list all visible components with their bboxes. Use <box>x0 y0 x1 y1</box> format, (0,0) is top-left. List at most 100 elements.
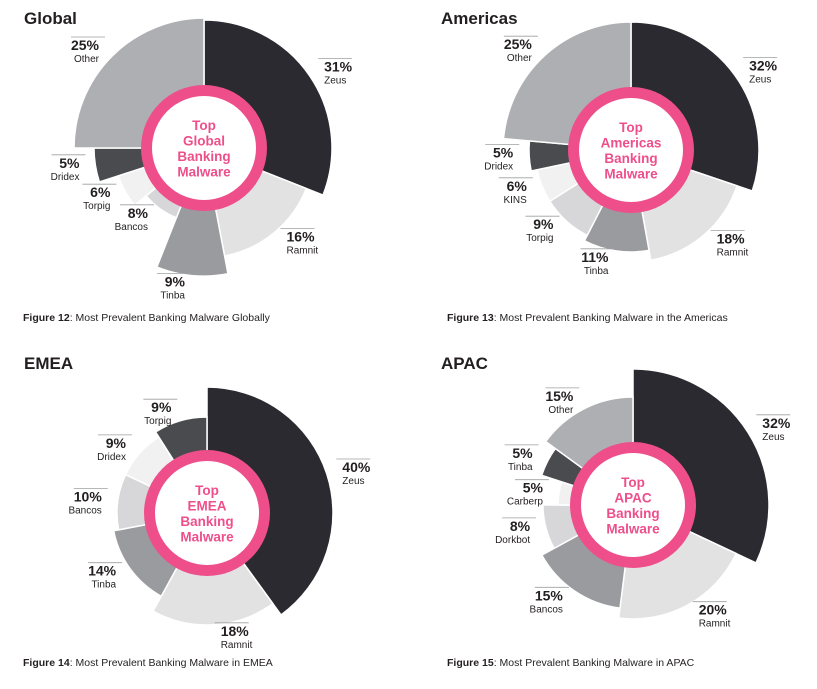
slice-name-label: Dridex <box>51 172 80 183</box>
slice-percent-label: 8% <box>128 205 149 221</box>
pie-chart-apac: APAC32%Zeus20%Ramnit15%Bancos8%Dorkbot5%… <box>441 354 791 630</box>
center-label-line: Banking <box>180 514 233 529</box>
pie-chart-emea: EMEA40%Zeus18%Ramnit14%Tinba10%Bancos9%D… <box>24 354 371 651</box>
slice-percent-label: 10% <box>74 489 103 505</box>
labels-group: 32%Zeus 18%Ramnit 11%Tinba 9%Torpig 6%KINS 5%… <box>484 35 778 277</box>
slice-name-label: Dridex <box>97 452 126 463</box>
slice-percent-label: 18% <box>717 230 746 246</box>
center-label-line: EMEA <box>187 498 226 513</box>
slice-name-label: Ramnit <box>699 619 731 630</box>
center-label-line: Malware <box>606 521 660 536</box>
labels-group: 40%Zeus18%Ramnit14%Tinba10%Bancos9%Dride… <box>68 398 371 651</box>
slice-name-label: Bancos <box>115 222 148 233</box>
slice-name-label: Bancos <box>68 506 101 517</box>
slice-name-label: Other <box>548 405 574 416</box>
slice-name-label: Ramnit <box>221 640 253 651</box>
chart-panel-americas: Americas 32% Zeus 18% Ramnit 11% Tinba 9% Torpig… <box>417 0 817 340</box>
figure-label: Figure 15 <box>447 657 494 669</box>
figure-label: Figure 14 <box>23 657 70 669</box>
center-label-line: Top <box>621 475 645 490</box>
center-label-line: APAC <box>614 490 652 505</box>
center-label-line: Banking <box>604 151 657 166</box>
slice-name-label: Ramnit <box>717 247 749 258</box>
slice-percent-label: 8% <box>510 518 531 534</box>
slice-percent-label: 18% <box>221 623 250 639</box>
center-label-line: Malware <box>604 166 658 181</box>
region-title: Americas <box>441 9 518 28</box>
slice-percent-label: 25% <box>504 36 533 52</box>
slice-name-label: Torpig <box>144 416 171 427</box>
slice-percent-label: 40% <box>342 459 371 475</box>
slice-name-label: Tinba <box>160 290 185 301</box>
labels-group: 31%Zeus 16%Ramnit 9%Tinba 8%Bancos 6%Torpig 5… <box>51 36 353 301</box>
slice-name-label: KINS <box>503 195 527 206</box>
center-label-line: Top <box>619 120 643 135</box>
slice-percent-label: 16% <box>287 229 316 245</box>
region-title: Global <box>24 9 77 28</box>
slice-percent-label: 15% <box>545 388 574 404</box>
chart-panel-global: Global 31% Zeus 16% Ramnit 9% Tinba 8% Bancos 6% T… <box>0 0 400 340</box>
slice-percent-label: 5% <box>493 145 514 161</box>
slice-name-label: Bancos <box>530 604 563 615</box>
center-label-line: Banking <box>177 149 230 164</box>
labels-group: 32%Zeus20%Ramnit15%Bancos8%Dorkbot5%Carb… <box>495 387 791 630</box>
slice-percent-label: 9% <box>533 216 554 232</box>
caption-text: : Most Prevalent Banking Malware Globall… <box>69 312 270 324</box>
caption-text: : Most Prevalent Banking Malware in APAC <box>493 657 695 669</box>
figure-caption-americas: Figure 13: Most Prevalent Banking Malwar… <box>447 312 728 324</box>
slice-name-label: Tinba <box>584 266 609 277</box>
figure-caption-global: Figure 12: Most Prevalent Banking Malwar… <box>23 312 270 324</box>
center-label-line: Americas <box>601 135 662 150</box>
center-disc <box>579 98 683 202</box>
slice-percent-label: 14% <box>88 563 117 579</box>
slice-tinba <box>155 145 229 277</box>
center-label-line: Malware <box>177 164 231 179</box>
slice-name-label: Other <box>74 54 100 65</box>
slice-percent-label: 31% <box>324 58 353 74</box>
center-label-line: Top <box>192 118 216 133</box>
slice-name-label: Zeus <box>342 476 364 487</box>
slice-percent-label: 11% <box>581 249 609 265</box>
slice-zeus <box>206 386 334 616</box>
slice-percent-label: 5% <box>59 155 80 171</box>
slice-percent-label: 6% <box>507 178 528 194</box>
figure-label: Figure 12 <box>23 312 70 324</box>
pie-chart-americas: Americas 32%Zeus 18%Ramnit 11%Tinba 9%Torpig… <box>441 9 778 277</box>
center-disc <box>581 453 685 557</box>
slice-name-label: Zeus <box>324 75 346 86</box>
slice-percent-label: 32% <box>749 58 778 74</box>
figure-label: Figure 13 <box>447 312 494 324</box>
slice-percent-label: 25% <box>71 37 100 53</box>
pie-chart-global: Global31%Zeus16%Ramnit9%Tinba8%Bancos6%T… <box>24 9 353 301</box>
slice-name-label: Zeus <box>749 75 771 86</box>
slice-percent-label: 9% <box>151 399 172 415</box>
slice-name-label: Carberp <box>507 497 544 508</box>
slice-name-label: Ramnit <box>287 246 319 257</box>
slice-percent-label: 20% <box>699 602 728 618</box>
slice-name-label: Torpig <box>526 233 553 244</box>
caption-text: : Most Prevalent Banking Malware in EMEA <box>69 657 273 669</box>
slice-percent-label: 9% <box>106 435 127 451</box>
slice-name-label: Dorkbot <box>495 535 530 546</box>
slice-percent-label: 32% <box>762 415 791 431</box>
center-label-line: Top <box>195 483 219 498</box>
slice-percent-label: 9% <box>165 273 186 289</box>
slice-percent-label: 15% <box>535 587 564 603</box>
center-disc <box>155 461 259 565</box>
region-title: EMEA <box>24 354 73 373</box>
center-label-line: Global <box>183 133 225 148</box>
slice-name-label: Tinba <box>508 462 533 473</box>
slice-name-label: Torpig <box>83 201 110 212</box>
caption-text: : Most Prevalent Banking Malware in the … <box>493 312 728 324</box>
slice-percent-label: 5% <box>523 480 544 496</box>
figure-caption-apac: Figure 15: Most Prevalent Banking Malwar… <box>447 657 694 669</box>
region-title: APAC <box>441 354 488 373</box>
slice-name-label: Dridex <box>484 162 513 173</box>
chart-panel-emea: EMEA 40% Zeus 18% Ramnit 14% Tinba 10% Bancos 9% D… <box>0 345 400 685</box>
center-label-line: Banking <box>606 506 659 521</box>
chart-panel-apac: APAC 32% Zeus 20% Ramnit 15% Bancos 8% Dorkbot 5%… <box>417 345 817 685</box>
figure-caption-emea: Figure 14: Most Prevalent Banking Malwar… <box>23 657 273 669</box>
slice-name-label: Zeus <box>762 432 784 443</box>
center-label-line: Malware <box>180 529 234 544</box>
slice-percent-label: 6% <box>90 184 111 200</box>
